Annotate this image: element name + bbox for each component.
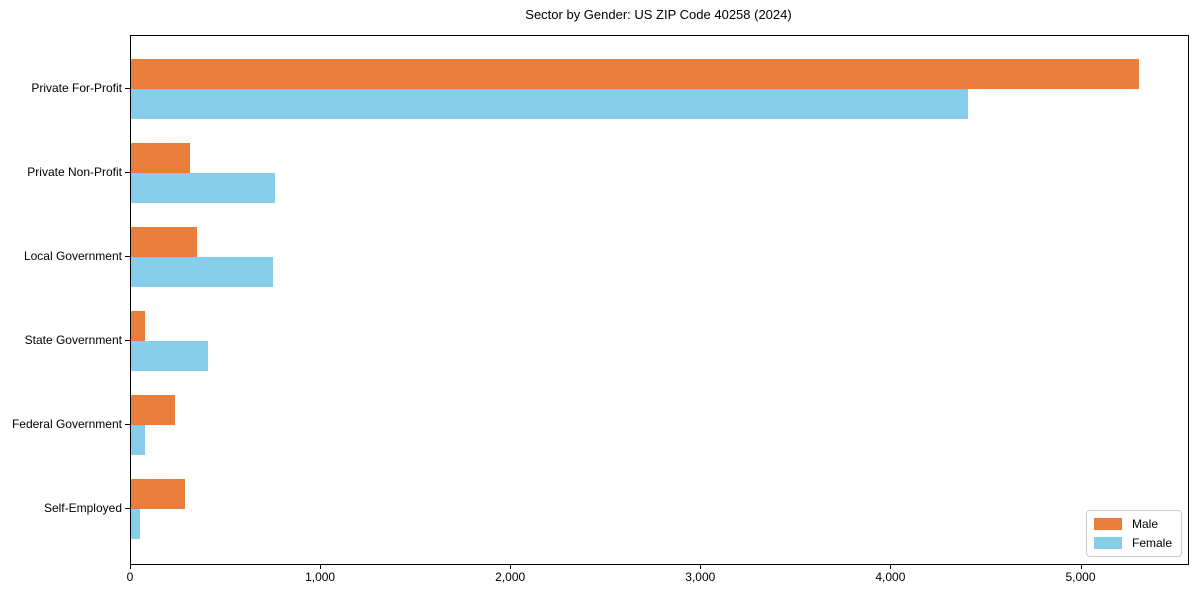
y-tick-mark (125, 172, 130, 173)
y-tick-label-local-government: Local Government (23, 249, 122, 263)
x-tick-mark (510, 564, 512, 569)
bar-female-federal-government (131, 425, 146, 455)
y-tick-mark (125, 340, 130, 341)
x-tick-mark (890, 564, 892, 569)
x-tick-label-5000: 5,000 (1065, 570, 1096, 584)
legend-item-female: Female (1093, 536, 1172, 550)
legend-swatch-female (1093, 537, 1122, 549)
x-tick-label-3000: 3,000 (685, 570, 716, 584)
bar-female-local-government (131, 257, 273, 287)
bar-male-state-government (131, 311, 146, 341)
legend-label-female: Female (1131, 536, 1172, 550)
x-tick-mark (320, 564, 322, 569)
chart-title: Sector by Gender: US ZIP Code 40258 (202… (525, 7, 792, 22)
bar-male-local-government (131, 227, 197, 257)
x-tick-label-4000: 4,000 (875, 570, 906, 584)
legend-item-male: Male (1093, 517, 1172, 531)
y-tick-label-state-government: State Government (24, 333, 122, 347)
legend-label-male: Male (1131, 517, 1158, 531)
bar-female-self-employed (131, 509, 140, 539)
plot-area: Male Female (130, 35, 1189, 565)
y-tick-mark (125, 88, 130, 89)
bar-male-self-employed (131, 479, 186, 509)
x-tick-mark (1080, 564, 1082, 569)
bar-male-private-non-profit (131, 143, 190, 173)
bar-male-private-for-profit (131, 59, 1139, 89)
y-tick-label-private-for-profit: Private For-Profit (31, 81, 122, 95)
bar-female-private-non-profit (131, 173, 275, 203)
bar-female-private-for-profit (131, 89, 968, 119)
y-tick-label-self-employed: Self-Employed (43, 501, 122, 515)
y-tick-mark (125, 424, 130, 425)
x-tick-mark (700, 564, 702, 569)
y-tick-label-private-non-profit: Private Non-Profit (27, 165, 122, 179)
y-tick-mark (125, 256, 130, 257)
x-tick-label-0: 0 (126, 570, 134, 584)
bar-male-federal-government (131, 395, 175, 425)
bar-female-state-government (131, 341, 208, 371)
legend: Male Female (1085, 510, 1182, 557)
legend-swatch-male (1093, 518, 1122, 530)
y-tick-label-federal-government: Federal Government (11, 417, 122, 431)
x-tick-label-2000: 2,000 (495, 570, 526, 584)
y-tick-mark (125, 508, 130, 509)
x-tick-mark (130, 564, 131, 569)
x-tick-label-1000: 1,000 (305, 570, 336, 584)
